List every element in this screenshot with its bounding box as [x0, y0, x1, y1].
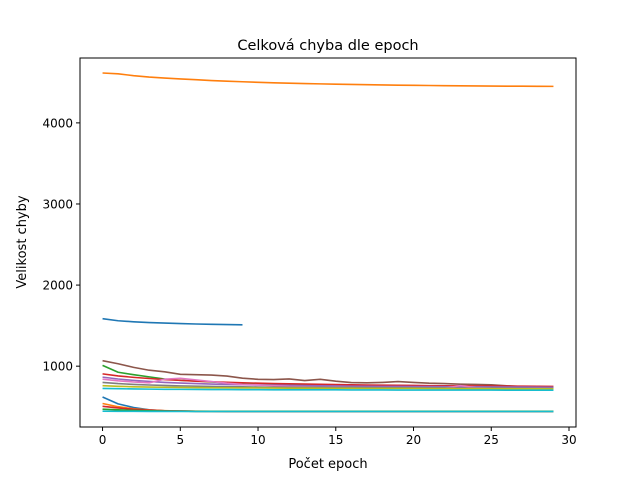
x-tick-label: 5: [176, 433, 184, 447]
x-tick-label: 10: [250, 433, 265, 447]
y-tick-label: 4000: [42, 116, 73, 130]
x-tick-label: 30: [561, 433, 576, 447]
x-tick-label: 15: [328, 433, 343, 447]
y-axis-label: Velikost chyby: [15, 195, 30, 288]
y-tick-label: 3000: [42, 197, 73, 211]
x-tick-label: 25: [484, 433, 499, 447]
chart-title: Celková chyba dle epoch: [237, 38, 418, 54]
y-tick-label: 2000: [42, 279, 73, 293]
y-tick-label: 1000: [42, 360, 73, 374]
x-tick-label: 0: [99, 433, 107, 447]
x-axis-label: Počet epoch: [288, 457, 367, 472]
x-tick-label: 20: [406, 433, 421, 447]
